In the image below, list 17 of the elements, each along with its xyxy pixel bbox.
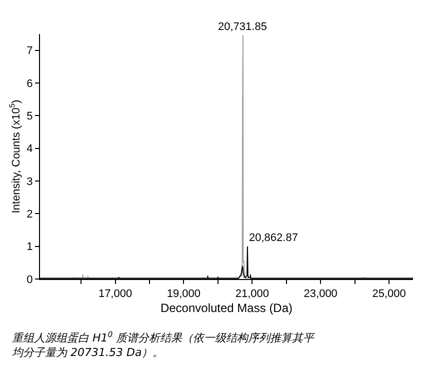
y-tick-label: 6 — [26, 78, 33, 90]
annotation: 20,862.87 — [249, 232, 298, 244]
y-tick-label: 1 — [26, 241, 33, 254]
y-tick-label: 3 — [26, 176, 33, 188]
x-tick-label: 19,000 — [166, 288, 201, 300]
annotation: 20,731.85 — [218, 21, 267, 33]
x-tick-label: 17,000 — [98, 288, 132, 300]
x-tick-label: 21,000 — [235, 288, 269, 300]
y-tick-label: 4 — [26, 143, 33, 156]
y-tick-label: 5 — [26, 110, 33, 123]
x-axis-title: Deconvoluted Mass (Da) — [160, 301, 293, 316]
y-tick-label: 2 — [26, 208, 33, 221]
text: 重组人源组蛋白 H1$^{0}$ 质谱分析结果（依一级结构序列推算其平均分子量为 20731.53 Da）。 — [12, 330, 316, 359]
x-tick-label: 25,000 — [372, 288, 406, 300]
y-tick-label: 7 — [26, 45, 33, 58]
y-tick-label: 0 — [26, 274, 33, 286]
x-tick-label: 23,000 — [304, 288, 338, 300]
